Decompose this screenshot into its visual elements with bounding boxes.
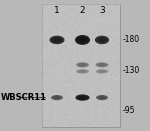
Ellipse shape bbox=[78, 63, 87, 67]
Ellipse shape bbox=[98, 63, 106, 67]
Ellipse shape bbox=[97, 37, 107, 43]
Ellipse shape bbox=[96, 95, 108, 100]
Ellipse shape bbox=[76, 62, 89, 67]
Text: 2: 2 bbox=[80, 6, 85, 15]
Ellipse shape bbox=[75, 94, 90, 101]
Ellipse shape bbox=[99, 38, 105, 42]
Ellipse shape bbox=[78, 70, 87, 73]
Ellipse shape bbox=[76, 69, 89, 73]
Text: -180: -180 bbox=[122, 36, 139, 44]
Ellipse shape bbox=[95, 36, 109, 44]
Bar bbox=[42, 4, 120, 127]
Ellipse shape bbox=[98, 96, 106, 99]
Text: 1: 1 bbox=[54, 6, 60, 15]
Ellipse shape bbox=[77, 37, 88, 43]
Ellipse shape bbox=[99, 64, 105, 66]
Ellipse shape bbox=[80, 38, 85, 42]
Ellipse shape bbox=[50, 36, 64, 44]
Ellipse shape bbox=[80, 71, 85, 72]
Ellipse shape bbox=[80, 96, 85, 99]
Ellipse shape bbox=[100, 97, 104, 99]
Ellipse shape bbox=[55, 97, 59, 99]
Text: WBSCR11: WBSCR11 bbox=[1, 93, 47, 102]
Ellipse shape bbox=[80, 64, 85, 66]
Ellipse shape bbox=[75, 35, 90, 45]
Ellipse shape bbox=[51, 95, 63, 100]
Text: 3: 3 bbox=[99, 6, 105, 15]
Ellipse shape bbox=[98, 70, 106, 73]
Ellipse shape bbox=[52, 37, 62, 43]
Ellipse shape bbox=[99, 71, 105, 72]
Ellipse shape bbox=[78, 95, 87, 100]
Ellipse shape bbox=[53, 96, 61, 99]
Ellipse shape bbox=[96, 62, 108, 67]
Ellipse shape bbox=[96, 69, 108, 73]
Text: -130: -130 bbox=[122, 66, 140, 75]
Ellipse shape bbox=[54, 38, 60, 42]
Text: -95: -95 bbox=[122, 106, 135, 115]
